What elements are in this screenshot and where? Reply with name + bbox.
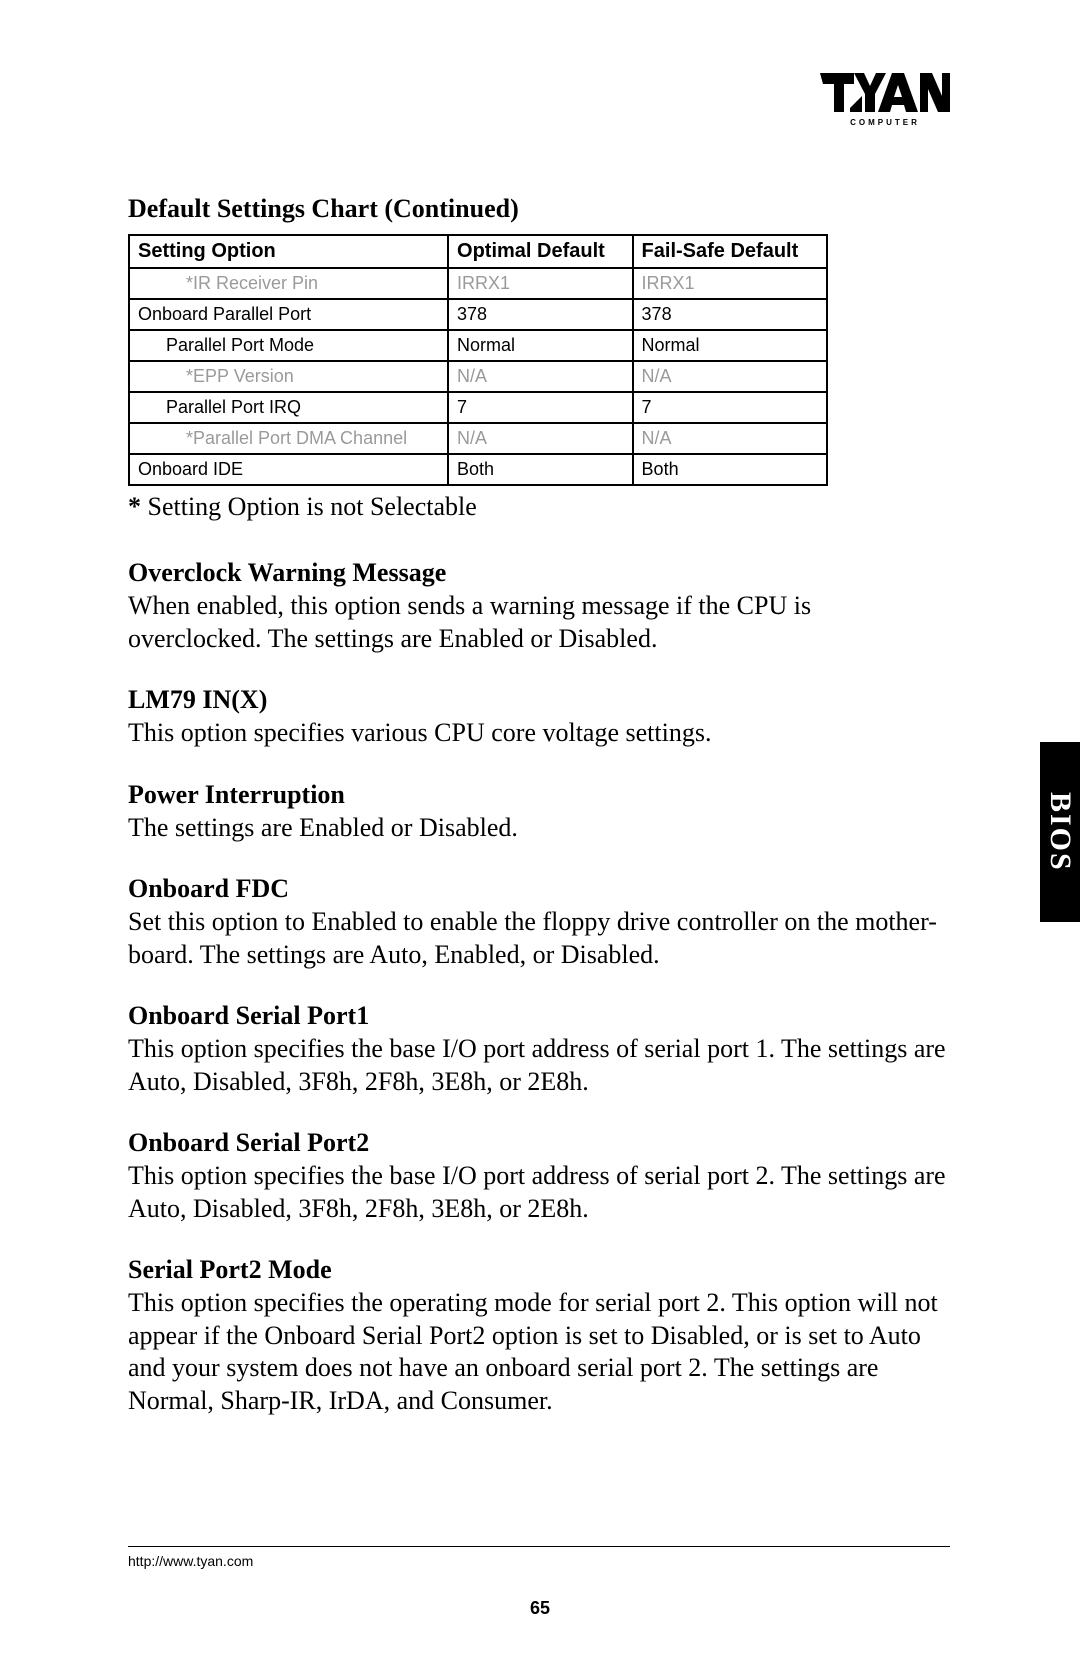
- cell-optimal: Normal: [448, 330, 633, 361]
- description-block: Onboard Serial Port1This option specifie…: [128, 1001, 950, 1098]
- cell-optimal: 7: [448, 392, 633, 423]
- footer-url: http://www.tyan.com: [128, 1553, 253, 1569]
- cell-setting-option: Onboard IDE: [129, 454, 448, 485]
- block-body: The settings are Enabled or Disabled.: [128, 812, 950, 845]
- footnote-asterisk: *: [128, 492, 148, 521]
- logo-subtitle: COMPUTER: [820, 118, 950, 127]
- table-row: *EPP VersionN/AN/A: [129, 361, 827, 392]
- block-body: This option specifies the operating mode…: [128, 1287, 950, 1417]
- cell-setting-option: *EPP Version: [129, 361, 448, 392]
- cell-setting-option: *IR Receiver Pin: [129, 268, 448, 299]
- col-failsafe-default: Fail-Safe Default: [633, 235, 827, 268]
- table-row: *IR Receiver PinIRRX1IRRX1: [129, 268, 827, 299]
- cell-setting-option: Parallel Port IRQ: [129, 392, 448, 423]
- tyan-logo-icon: [820, 70, 950, 116]
- block-title: Power Interruption: [128, 780, 950, 810]
- block-body: This option specifies the base I/O port …: [128, 1160, 950, 1225]
- table-footnote: * Setting Option is not Selectable: [128, 492, 950, 522]
- block-body: This option specifies various CPU core v…: [128, 717, 950, 750]
- description-block: LM79 IN(X)This option specifies various …: [128, 685, 950, 750]
- cell-failsafe: N/A: [633, 361, 827, 392]
- col-setting-option: Setting Option: [129, 235, 448, 268]
- description-block: Overclock Warning MessageWhen enabled, t…: [128, 558, 950, 655]
- block-title: Onboard Serial Port1: [128, 1001, 950, 1031]
- cell-optimal: N/A: [448, 361, 633, 392]
- cell-optimal: IRRX1: [448, 268, 633, 299]
- table-header-row: Setting Option Optimal Default Fail-Safe…: [129, 235, 827, 268]
- cell-setting-option: *Parallel Port DMA Channel: [129, 423, 448, 454]
- cell-optimal: 378: [448, 299, 633, 330]
- page-number: 65: [0, 1598, 1080, 1619]
- brand-logo: COMPUTER: [820, 70, 950, 127]
- table-row: Onboard Parallel Port378378: [129, 299, 827, 330]
- block-title: Serial Port2 Mode: [128, 1255, 950, 1285]
- section-title: Default Settings Chart (Continued): [128, 194, 950, 224]
- cell-failsafe: IRRX1: [633, 268, 827, 299]
- table-row: Parallel Port IRQ77: [129, 392, 827, 423]
- description-block: Onboard FDCSet this option to Enabled to…: [128, 874, 950, 971]
- description-block: Onboard Serial Port2This option specifie…: [128, 1128, 950, 1225]
- block-title: LM79 IN(X): [128, 685, 950, 715]
- cell-setting-option: Parallel Port Mode: [129, 330, 448, 361]
- table-row: Onboard IDEBothBoth: [129, 454, 827, 485]
- settings-table: Setting Option Optimal Default Fail-Safe…: [128, 234, 828, 486]
- description-block: Power InterruptionThe settings are Enabl…: [128, 780, 950, 845]
- cell-failsafe: 378: [633, 299, 827, 330]
- footnote-text: Setting Option is not Selectable: [148, 492, 477, 521]
- block-body: When enabled, this option sends a warnin…: [128, 590, 950, 655]
- col-optimal-default: Optimal Default: [448, 235, 633, 268]
- page-content: COMPUTER Default Settings Chart (Continu…: [128, 70, 950, 1447]
- block-title: Overclock Warning Message: [128, 558, 950, 588]
- block-body: This option specifies the base I/O port …: [128, 1033, 950, 1098]
- cell-setting-option: Onboard Parallel Port: [129, 299, 448, 330]
- cell-optimal: N/A: [448, 423, 633, 454]
- table-row: Parallel Port ModeNormalNormal: [129, 330, 827, 361]
- block-title: Onboard FDC: [128, 874, 950, 904]
- description-block: Serial Port2 ModeThis option specifies t…: [128, 1255, 950, 1417]
- cell-failsafe: Both: [633, 454, 827, 485]
- cell-failsafe: Normal: [633, 330, 827, 361]
- block-body: Set this option to Enabled to enable the…: [128, 906, 950, 971]
- table-row: *Parallel Port DMA ChannelN/AN/A: [129, 423, 827, 454]
- cell-failsafe: 7: [633, 392, 827, 423]
- cell-optimal: Both: [448, 454, 633, 485]
- footer: http://www.tyan.com: [128, 1546, 950, 1569]
- side-tab-bios: BIOS: [1040, 742, 1080, 922]
- cell-failsafe: N/A: [633, 423, 827, 454]
- block-title: Onboard Serial Port2: [128, 1128, 950, 1158]
